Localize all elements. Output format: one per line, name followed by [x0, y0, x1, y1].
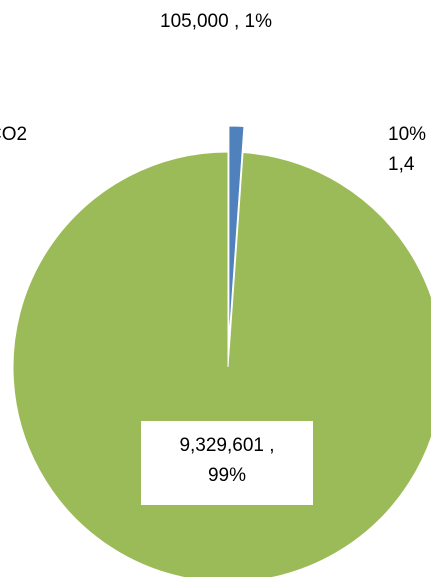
clipped-label-left-line1: CO2: [0, 120, 27, 150]
data-label-slice-2: 9,329,601 , 99%: [141, 421, 313, 505]
clipped-label-left-line2: y: [0, 150, 27, 180]
clipped-label-right-line1: 10%: [388, 120, 426, 150]
clipped-label-right: 10% 1,4: [388, 120, 426, 180]
clipped-label-left: CO2 y: [0, 120, 27, 180]
clipped-label-right-line2: 1,4: [388, 150, 426, 180]
data-label-slice-2-line1: 9,329,601 ,: [141, 431, 313, 461]
data-label-slice-2-line2: 99%: [141, 461, 313, 491]
data-label-slice-1: 105,000 , 1%: [160, 8, 272, 36]
pie-slice-2: [13, 152, 431, 577]
